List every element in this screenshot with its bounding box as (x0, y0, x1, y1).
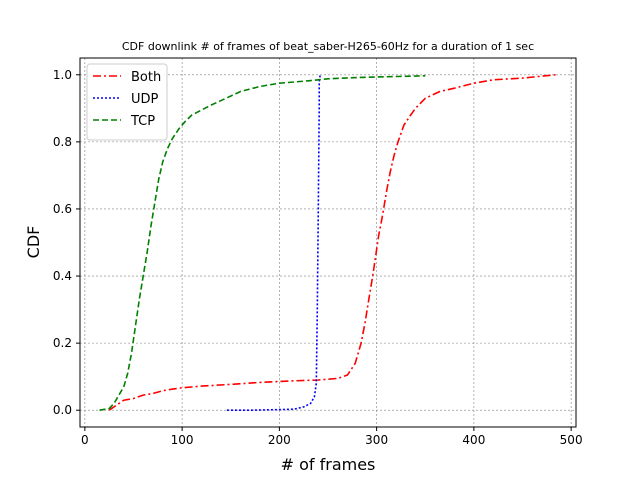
chart-title: CDF downlink # of frames of beat_saber-H… (122, 40, 534, 53)
grid-lines (80, 58, 576, 427)
legend: Both UDP TCP (86, 63, 168, 141)
series-line-udp (226, 74, 321, 411)
x-tick-label: 300 (365, 433, 388, 447)
x-tick-label: 0 (81, 433, 89, 447)
y-tick-label: 0.0 (53, 403, 72, 417)
data-series (99, 74, 556, 411)
x-tick-label: 100 (171, 433, 194, 447)
x-tick-label: 500 (560, 433, 583, 447)
x-tick-label: 400 (462, 433, 485, 447)
series-line-tcp (99, 75, 426, 411)
y-tick-label: 0.4 (53, 269, 72, 283)
legend-label: UDP (131, 92, 159, 107)
legend-box (86, 63, 168, 141)
legend-label: TCP (130, 114, 155, 129)
axes: 0 100 200 300 400 500 0.0 0.2 0.4 0.6 0.8 1.0 (53, 68, 583, 447)
y-tick-label: 0.8 (53, 135, 72, 149)
x-axis-label: # of frames (281, 455, 376, 474)
y-tick-label: 1.0 (53, 68, 72, 82)
y-tick-label: 0.6 (53, 202, 72, 216)
legend-label: Both (131, 70, 161, 85)
series-line-both (108, 74, 556, 411)
y-tick-label: 0.2 (53, 336, 72, 350)
plot-frame (79, 57, 577, 428)
x-tick-label: 200 (268, 433, 291, 447)
y-axis-label: CDF (24, 226, 43, 259)
